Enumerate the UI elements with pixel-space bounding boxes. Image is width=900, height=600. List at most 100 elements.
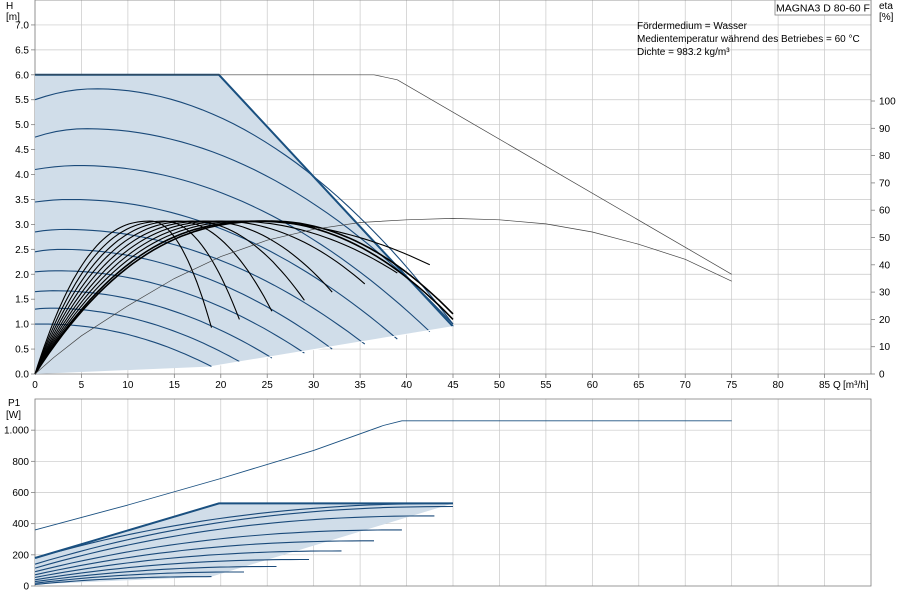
x-tick-label-0: 0 xyxy=(32,380,38,391)
head-y-tick-label-10: 5.0 xyxy=(15,120,29,131)
head-axis-titles: H [m] eta [%] Q [m³/h] xyxy=(6,1,894,391)
x-tick-label-15: 75 xyxy=(726,380,738,391)
x-tick-label-14: 70 xyxy=(680,380,692,391)
head-y-tick-label-12: 6.0 xyxy=(15,70,29,81)
eta-y-tick-label-5: 50 xyxy=(879,233,891,244)
head-speed-curve-1 xyxy=(34,307,240,362)
head-chart-panel: 0 5 10 15 20 25 30 35 40 45 50 55 60 65 70 75 80 85 0.0 0.5… xyxy=(15,0,896,391)
eta-y-tick-label-7: 70 xyxy=(879,178,891,189)
eta-y-unit: [%] xyxy=(879,12,894,23)
head-y-label: H xyxy=(6,1,13,12)
head-speed-curve-9 xyxy=(34,88,454,325)
power-speed-curve-9 xyxy=(34,502,453,559)
head-speed-curve-5 xyxy=(34,228,366,345)
x-axis-label: Q xyxy=(833,380,841,391)
x-tick-label-13: 65 xyxy=(633,380,645,391)
eta-y-tick-label-3: 30 xyxy=(879,288,891,299)
head-y-unit: [m] xyxy=(6,12,20,23)
head-y-tick-label-1: 0.5 xyxy=(15,345,29,356)
power-max-curve xyxy=(34,502,453,559)
eta-y-tick-label-10: 100 xyxy=(879,97,896,108)
efficiency-curve-9 xyxy=(34,220,454,375)
efficiency-curve-7 xyxy=(34,220,431,375)
efficiency-curve-3 xyxy=(34,220,305,375)
head-y-tick-label-13: 6.5 xyxy=(15,45,29,56)
x-tick-label-3: 15 xyxy=(169,380,181,391)
head-y-tick-label-14: 7.0 xyxy=(15,20,29,31)
x-tick-label-6: 30 xyxy=(308,380,320,391)
power-speed-curve-8 xyxy=(34,505,454,565)
power-plot-frame xyxy=(34,398,872,587)
head-speed-curve-6 xyxy=(34,198,398,340)
power-speed-curve-4 xyxy=(34,550,342,578)
eta-y-label: eta xyxy=(879,1,893,12)
efficiency-curve-5 xyxy=(34,220,366,375)
eta-y-tick-label-8: 80 xyxy=(879,151,891,162)
power-speed-curve-2 xyxy=(34,565,277,583)
power-y-tick-label-0: 0 xyxy=(23,582,29,593)
x-tick-label-9: 45 xyxy=(447,380,459,391)
product-label: MAGNA3 D 80-60 F xyxy=(776,3,870,15)
twin-efficiency-curve xyxy=(34,218,732,375)
x-tick-label-17: 85 xyxy=(819,380,831,391)
head-y-tick-label-6: 3.0 xyxy=(15,220,29,231)
head-min-edge xyxy=(211,326,454,367)
medium-info-line-3: Dichte = 983.2 kg/m³ xyxy=(637,47,730,58)
efficiency-curve-0 xyxy=(34,220,213,375)
x-tick-label-1: 5 xyxy=(79,380,85,391)
power-speed-curve-5 xyxy=(34,540,374,576)
head-y-tick-label-9: 4.5 xyxy=(15,145,29,156)
power-y-tick-label-2: 400 xyxy=(12,519,29,530)
head-y-tick-label-4: 2.0 xyxy=(15,270,29,281)
x-tick-label-11: 55 xyxy=(540,380,552,391)
x-tick-label-4: 20 xyxy=(215,380,227,391)
head-y-tick-label-8: 4.0 xyxy=(15,170,29,181)
power-speed-curve-3 xyxy=(34,558,309,581)
head-speed-curve-4 xyxy=(34,248,333,350)
head-speed-curve-3 xyxy=(34,270,305,354)
power-axis-titles: P1 [W] xyxy=(6,398,21,421)
eta-y-tick-label-6: 60 xyxy=(879,206,891,217)
head-y-tick-label-7: 3.5 xyxy=(15,195,29,206)
efficiency-curve-4 xyxy=(34,220,333,375)
eta-y-tick-label-0: 0 xyxy=(879,370,885,381)
x-tick-label-8: 40 xyxy=(401,380,413,391)
power-speed-curve-7 xyxy=(34,515,435,569)
x-tick-label-7: 35 xyxy=(355,380,367,391)
product-label-box: MAGNA3 D 80-60 F xyxy=(774,0,872,16)
efficiency-curve-1 xyxy=(34,220,240,375)
power-y-tick-label-4: 800 xyxy=(12,457,29,468)
eta-y-tick-label-2: 20 xyxy=(879,315,891,326)
power-speed-curve-0 xyxy=(34,576,212,585)
power-speed-curve-1 xyxy=(34,571,244,584)
medium-info-line-1: Fördermedium = Wasser xyxy=(637,21,748,32)
x-tick-label-12: 60 xyxy=(587,380,599,391)
x-tick-label-10: 50 xyxy=(494,380,506,391)
efficiency-curve-2 xyxy=(34,220,273,375)
x-tick-label-5: 25 xyxy=(262,380,274,391)
medium-info-line-2: Medientemperatur während des Betriebes =… xyxy=(637,34,860,45)
x-axis-unit: [m³/h] xyxy=(843,380,869,391)
power-y-label: P1 xyxy=(8,398,21,409)
head-y-tick-label-11: 5.5 xyxy=(15,95,29,106)
twin-head-curve xyxy=(35,74,732,275)
eta-y-tick-label-4: 40 xyxy=(879,260,891,271)
head-speed-curve-7 xyxy=(34,165,431,333)
head-y-tick-label-0: 0.0 xyxy=(15,370,29,381)
power-speed-curve-6 xyxy=(34,529,402,573)
power-chart-panel: 0 200 400 600 800 1.000 xyxy=(4,398,872,593)
head-y-tick-label-5: 2.5 xyxy=(15,245,29,256)
medium-info: Fördermedium = Wasser Medientemperatur w… xyxy=(637,21,860,58)
power-y-unit: [W] xyxy=(6,410,21,421)
power-y-tick-label-3: 600 xyxy=(12,488,29,499)
power-y-tick-label-1: 200 xyxy=(12,550,29,561)
eta-y-tick-label-9: 90 xyxy=(879,124,891,135)
x-tick-label-2: 10 xyxy=(122,380,134,391)
head-y-tick-label-2: 1.0 xyxy=(15,320,29,331)
twin-power-curve xyxy=(34,420,732,531)
efficiency-curve-6 xyxy=(34,220,398,375)
power-y-tick-label-5: 1.000 xyxy=(4,426,29,437)
eta-y-tick-label-1: 10 xyxy=(879,342,891,353)
x-tick-label-16: 80 xyxy=(773,380,785,391)
